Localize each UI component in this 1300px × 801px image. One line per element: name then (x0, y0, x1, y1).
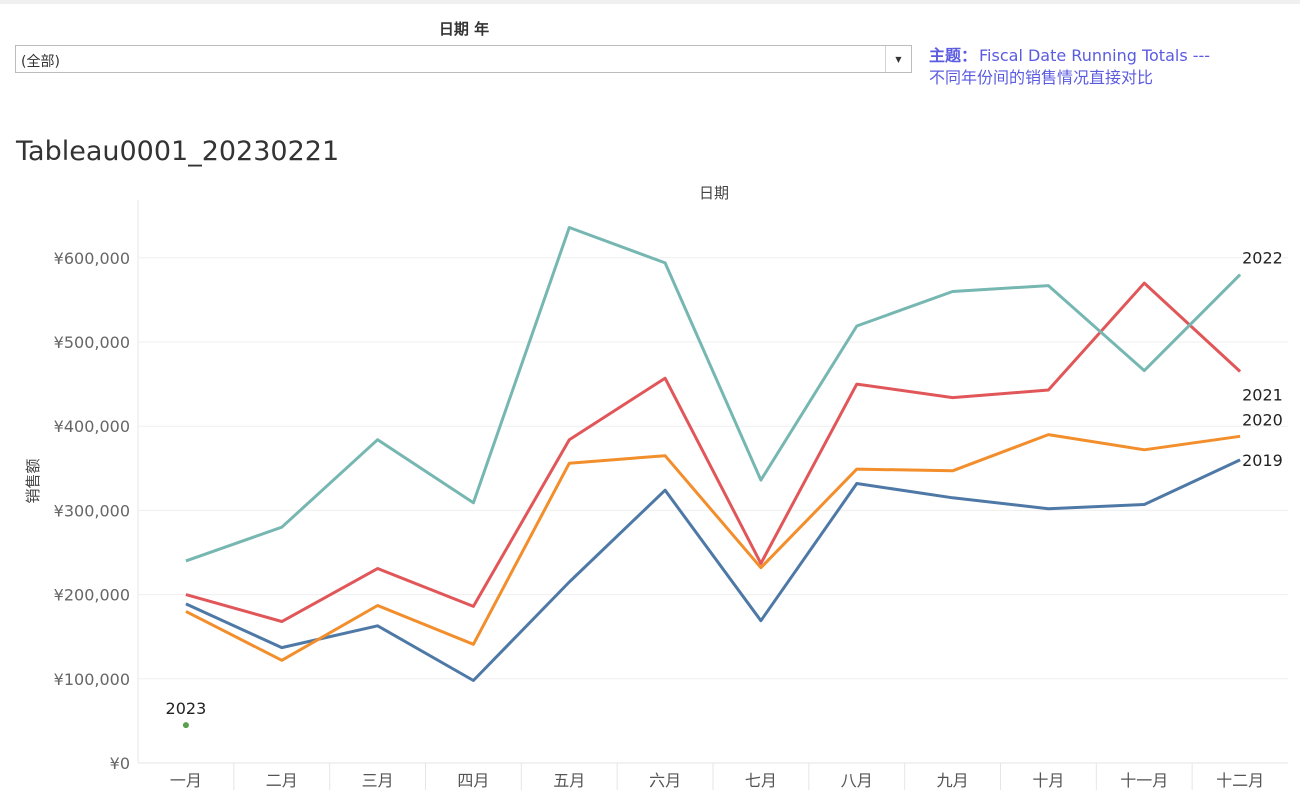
series-line-2019 (185, 458, 1241, 682)
x-tick-label: 三月 (362, 771, 394, 790)
x-tick-label: 十一月 (1120, 771, 1168, 790)
series-label-2020: 2020 (1242, 410, 1283, 429)
subject-label: 主题： (929, 46, 978, 65)
x-tick-label: 五月 (553, 771, 585, 790)
series-label-2021: 2021 (1242, 385, 1283, 404)
y-tick-label: ¥200,000 (54, 586, 130, 605)
y-tick-label: ¥500,000 (54, 333, 130, 352)
series-point-2023 (182, 722, 189, 729)
subject-text: 主题： Fiscal Date Running Totals --- 不同年份间的… (929, 45, 1289, 89)
series-label-2019: 2019 (1242, 451, 1283, 470)
x-tick-label: 四月 (457, 771, 489, 790)
y-tick-label: ¥400,000 (54, 417, 130, 436)
x-tick-label: 九月 (937, 771, 969, 790)
year-filter-dropdown[interactable]: (全部) ▼ (15, 45, 912, 73)
filter-label: 日期 年 (438, 20, 490, 38)
x-tick-label: 六月 (649, 771, 681, 790)
x-tick-label: 二月 (266, 771, 298, 790)
series-line-2022 (185, 226, 1242, 563)
x-tick-label: 十月 (1032, 771, 1064, 790)
sheet-title: Tableau0001_20230221 (16, 136, 340, 167)
x-header: 日期 (699, 184, 729, 202)
filter-selected-value: (全部) (21, 54, 60, 70)
x-tick-label: 一月 (170, 771, 202, 790)
series-label-2022: 2022 (1242, 249, 1283, 268)
series-line-2021 (185, 281, 1242, 623)
y-tick-label: ¥0 (110, 754, 130, 773)
subject-title: Fiscal Date Running Totals --- (979, 46, 1211, 65)
y-tick-label: ¥100,000 (54, 670, 130, 689)
x-tick-label: 十二月 (1216, 771, 1264, 790)
y-tick-label: ¥600,000 (54, 249, 130, 268)
series-label-2023: 2023 (166, 699, 207, 718)
x-tick-label: 八月 (841, 771, 873, 790)
subject-subtitle: 不同年份间的销售情况直接对比 (929, 68, 1154, 87)
y-tick-label: ¥300,000 (54, 501, 130, 520)
top-border (0, 0, 1300, 4)
chevron-down-icon[interactable]: ▼ (885, 46, 911, 72)
y-axis-title: 销售额 (24, 458, 42, 503)
x-tick-label: 七月 (745, 771, 777, 790)
series-line-2020 (185, 433, 1241, 662)
